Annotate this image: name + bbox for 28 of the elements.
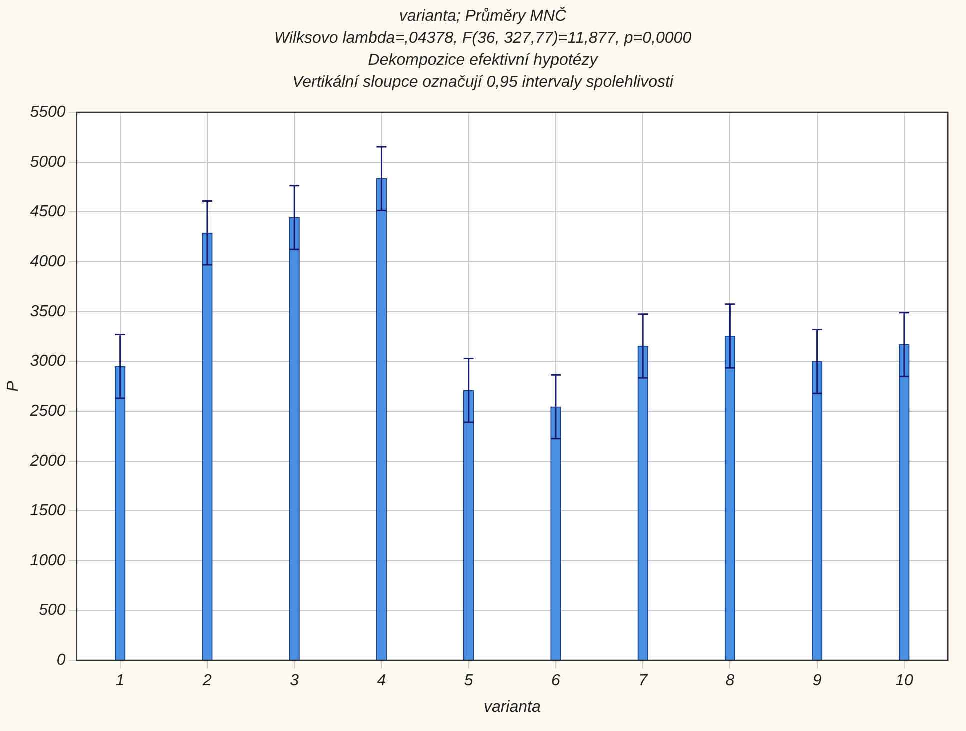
y-tick-label: 5500 [30, 104, 66, 122]
x-axis-title: varianta [484, 698, 541, 716]
y-tick-label: 3500 [30, 303, 66, 320]
x-tick-label: 5 [464, 672, 474, 690]
x-tick-label: 4 [377, 672, 386, 690]
y-tick-label: 1000 [30, 552, 66, 570]
chart-subtitle: Wilksovo lambda=,04378, F(36, 327,77)=11,877, p=0,0000 [273, 29, 693, 49]
x-tick-label: 7 [638, 672, 649, 690]
chart-title: varianta; Průměry MNČ [398, 6, 568, 27]
x-tick-label: 2 [202, 672, 212, 690]
x-tick-label: 3 [290, 672, 300, 690]
y-tick-label: 0 [56, 652, 66, 670]
y-tick-label: 5000 [30, 154, 66, 171]
y-tick-label: 2000 [29, 452, 66, 470]
y-tick-label: 500 [39, 602, 66, 620]
text: Dekompozice efektivní hypotézy [367, 51, 600, 71]
y-tick-label: 4000 [30, 254, 66, 271]
x-tick-label: 10 [896, 672, 914, 690]
y-axis-title: P [5, 380, 22, 392]
text: Vertikální sloupce označují 0,95 intervaly spolehlivosti [292, 73, 675, 93]
x-tick-label: 8 [726, 672, 735, 690]
y-tick-label: 3000 [30, 353, 66, 370]
x-tick-label: 9 [812, 672, 822, 690]
y-tick-label: 2500 [29, 402, 66, 420]
x-tick-label: 6 [552, 672, 561, 690]
y-tick-label: 1500 [30, 502, 66, 520]
y-tick-label: 4500 [30, 204, 66, 221]
x-tick-label: 1 [116, 672, 125, 690]
